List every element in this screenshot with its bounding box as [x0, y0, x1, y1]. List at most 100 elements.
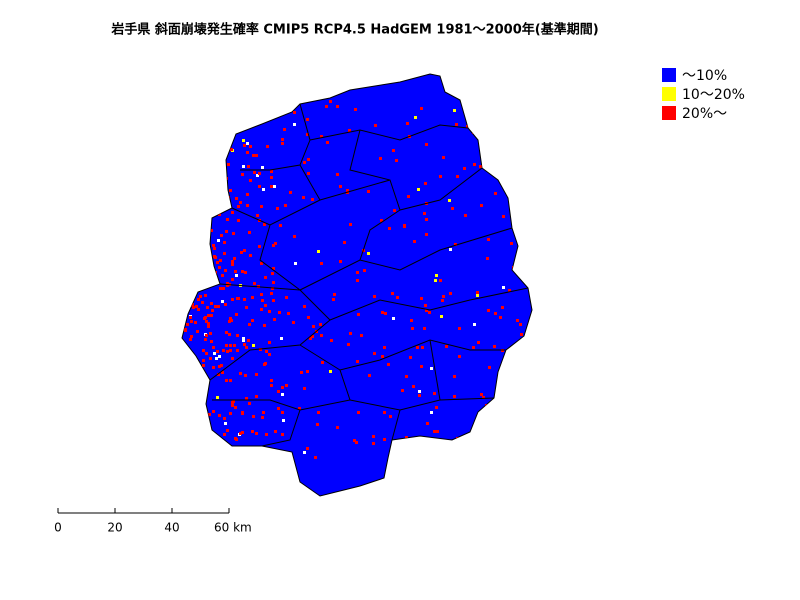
hazard-cell [349, 332, 352, 335]
hazard-cell [320, 135, 323, 138]
hazard-cell [439, 175, 442, 178]
hazard-cell [391, 453, 394, 456]
hazard-cell [278, 311, 281, 314]
hazard-cell [189, 250, 192, 253]
hazard-cell [241, 431, 244, 434]
hazard-cell [255, 432, 258, 435]
hazard-cell [212, 410, 215, 413]
hazard-cell [306, 370, 309, 373]
hazard-cell [217, 373, 220, 376]
hazard-cell [396, 296, 399, 299]
hazard-cell [203, 163, 206, 166]
hazard-cell [256, 174, 259, 177]
hazard-cell [231, 211, 234, 214]
hazard-cell [192, 196, 195, 199]
hazard-cell [424, 304, 427, 307]
hazard-cell [225, 230, 228, 233]
hazard-cell [205, 205, 208, 208]
hazard-cell [464, 108, 467, 111]
hazard-cell [199, 403, 202, 406]
hazard-cell [182, 331, 183, 334]
hazard-cell [199, 242, 202, 245]
hazard-cell [501, 306, 504, 309]
hazard-cell [487, 309, 490, 312]
hazard-cell [417, 188, 420, 191]
hazard-cell [194, 321, 197, 324]
hazard-cell [246, 193, 249, 196]
hazard-cell [220, 364, 223, 367]
hazard-cell [190, 158, 193, 161]
hazard-cell [189, 316, 192, 319]
hazard-cell [251, 430, 254, 433]
hazard-cell [195, 404, 198, 407]
hazard-cell [232, 232, 235, 235]
hazard-cell [187, 160, 190, 163]
hazard-cell [226, 350, 229, 353]
hazard-cell [223, 417, 226, 420]
legend-swatch [662, 68, 676, 82]
hazard-cell [216, 195, 219, 198]
hazard-cell [202, 349, 205, 352]
hazard-cell [226, 284, 229, 287]
hazard-cell [237, 128, 240, 131]
hazard-cell [182, 313, 185, 316]
hazard-cell [433, 392, 436, 395]
hazard-cell [210, 314, 213, 317]
hazard-cell [201, 301, 204, 304]
hazard-cell [303, 451, 306, 454]
hazard-cell [223, 141, 226, 144]
hazard-cell [260, 308, 263, 311]
scale-bar [57, 508, 230, 514]
hazard-cell [401, 389, 404, 392]
hazard-cell [367, 190, 370, 193]
hazard-cell [221, 113, 224, 116]
hazard-cell [293, 111, 296, 114]
hazard-cell [231, 260, 234, 263]
hazard-cell [368, 374, 371, 377]
hazard-cell [248, 323, 251, 326]
hazard-cell [425, 143, 428, 146]
hazard-cell [204, 338, 207, 341]
hazard-cell [244, 271, 247, 274]
hazard-cell [248, 231, 251, 234]
hazard-cell [231, 357, 234, 360]
hazard-cell [472, 131, 475, 134]
hazard-cell [220, 234, 223, 237]
hazard-cell [270, 185, 273, 188]
hazard-cell [246, 142, 249, 145]
hazard-cell [306, 118, 309, 121]
hazard-cell [421, 346, 424, 349]
hazard-cell [182, 320, 185, 323]
hazard-cell [458, 327, 461, 330]
hazard-cell [212, 141, 215, 144]
hazard-cell [184, 329, 187, 332]
hazard-cell [216, 396, 219, 399]
hazard-cell [307, 158, 310, 161]
hazard-cell [222, 287, 225, 290]
hazard-cell [392, 149, 395, 152]
hazard-cell [193, 176, 196, 179]
hazard-cell [194, 264, 197, 267]
hazard-cell [222, 349, 225, 352]
hazard-cell [222, 166, 225, 169]
hazard-cell [203, 317, 206, 320]
hazard-cell [188, 202, 191, 205]
boundary [209, 319, 331, 381]
hazard-cell [274, 430, 277, 433]
hazard-cell [225, 344, 228, 347]
hazard-cell [221, 300, 224, 303]
hazard-cell [485, 421, 488, 424]
hazard-cell [265, 350, 268, 353]
hazard-cell [270, 384, 273, 387]
hazard-cell [196, 330, 199, 333]
hazard-cell [426, 422, 429, 425]
boundary [261, 409, 301, 447]
hazard-cell [218, 168, 221, 171]
hazard-cell [458, 355, 461, 358]
hazard-cell [329, 370, 332, 373]
hazard-cell [449, 248, 452, 251]
hazard-cell [197, 308, 200, 311]
hazard-cell [413, 240, 416, 243]
hazard-cell [228, 320, 231, 323]
boundary [359, 209, 401, 261]
